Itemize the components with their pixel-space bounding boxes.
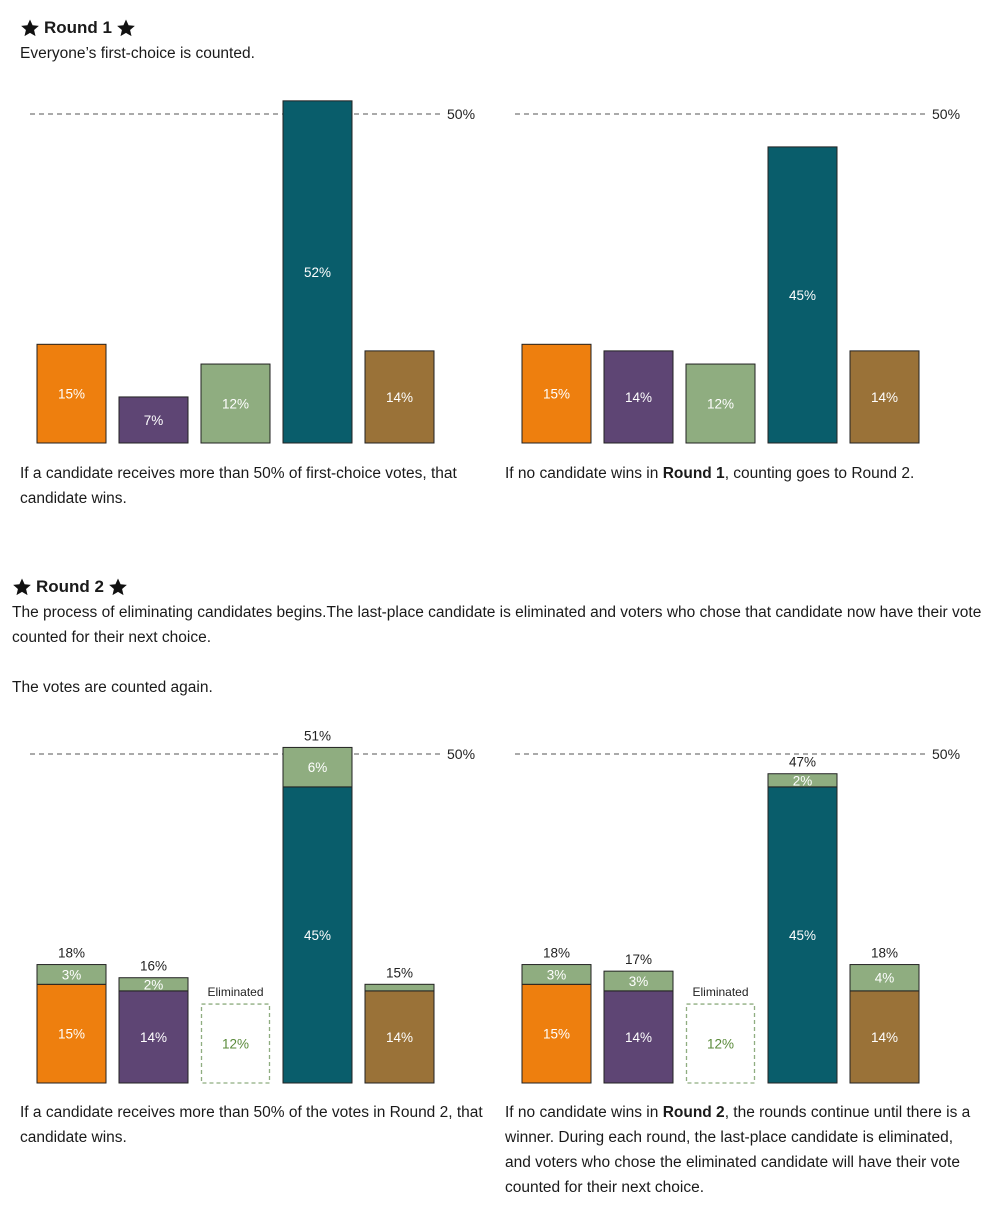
round1-chart-no-majority: 50% 15% 14% 12% 45% 14% [515, 106, 960, 444]
bar-value-label: 14% [386, 390, 413, 405]
round2-title-text: Round 2 [36, 577, 104, 596]
threshold-label: 50% [932, 106, 960, 122]
bar-base-segment [364, 990, 435, 1084]
threshold-label: 50% [447, 746, 475, 762]
bar-value-label: 3% [62, 967, 82, 982]
bar-value-label: 15% [58, 1027, 85, 1042]
round2-caption-right: If no candidate wins in Round 2, the rou… [505, 1104, 971, 1196]
bar-value-label: 3% [629, 974, 649, 989]
bar-value-label: 4% [875, 971, 895, 986]
bar-total-label: 18% [543, 946, 570, 961]
round2-intro: The process of eliminating candidates be… [12, 604, 982, 646]
round1-subtitle: Everyone’s first-choice is counted. [20, 45, 255, 62]
bar-value-label: 14% [625, 1030, 652, 1045]
threshold-label: 50% [447, 106, 475, 122]
round2-caption-left: If a candidate receives more than 50% of… [20, 1104, 483, 1146]
bar-transfer-segment [767, 773, 838, 788]
bar-transfer-segment [849, 964, 920, 992]
bar-value-label: 14% [625, 390, 652, 405]
bar-base-segment [118, 990, 189, 1084]
bar-value-label: 45% [789, 928, 816, 943]
bar-value-label: 14% [871, 1030, 898, 1045]
round1-caption-left: If a candidate receives more than 50% of… [20, 465, 457, 507]
bar-value-label: 12% [707, 1037, 734, 1052]
bar-total-label: 47% [789, 755, 816, 770]
bar-value-label: 14% [140, 1030, 167, 1045]
bar-value-label: 6% [308, 760, 328, 775]
bar-base-segment [364, 350, 435, 444]
bar-value-label: 14% [871, 390, 898, 405]
bar-base-segment [521, 983, 592, 1084]
bar-total-label: 17% [625, 952, 652, 967]
bar-base-segment [685, 363, 756, 444]
bar-base-segment [282, 100, 353, 444]
bar-transfer-segment [36, 964, 107, 985]
eliminated-label: Eliminated [207, 985, 263, 999]
bar-value-label: 15% [543, 387, 570, 402]
bar-base-segment [603, 350, 674, 444]
round2-chart-no-majority: 50% 15% 3% 18% 14% 3% 17% 12% Eliminated 45% 2% 47%… [515, 746, 960, 1084]
star-icon [21, 19, 39, 37]
bar-transfer-segment [364, 983, 435, 992]
round1-title-text: Round 1 [44, 18, 112, 37]
bar-base-segment [200, 363, 271, 444]
round2-title: Round 2 [12, 577, 128, 597]
bar-value-label: 2% [793, 773, 813, 788]
eliminated-label: Eliminated [692, 985, 748, 999]
star-icon [109, 578, 127, 596]
bar-value-label: 2% [144, 977, 164, 992]
star-icon [13, 578, 31, 596]
bar-value-label: 14% [386, 1030, 413, 1045]
eliminated-bar [685, 1003, 756, 1084]
bar-base-segment [849, 350, 920, 444]
bar-value-label: 52% [304, 265, 331, 280]
bar-transfer-segment [521, 964, 592, 985]
bar-base-segment [767, 146, 838, 444]
bar-transfer-segment [282, 746, 353, 788]
bar-value-label: 15% [58, 387, 85, 402]
bar-value-label: 45% [789, 288, 816, 303]
bar-base-segment [36, 983, 107, 1084]
bar-value-label: 12% [222, 397, 249, 412]
bar-base-segment [36, 343, 107, 444]
bar-value-label: 15% [543, 1027, 570, 1042]
bar-total-label: 15% [386, 965, 413, 980]
bar-base-segment [849, 990, 920, 1084]
round1-chart-majority: 50% 15% 7% 12% 52% 14% [30, 100, 475, 444]
bar-total-label: 16% [140, 959, 167, 974]
round1-caption-right: If no candidate wins in Round 1, countin… [505, 465, 915, 482]
bar-transfer-segment [603, 970, 674, 992]
bar-transfer-segment [118, 977, 189, 992]
eliminated-bar [200, 1003, 271, 1084]
round2-chart-majority: 50% 15% 3% 18% 14% 2% 16% 12% Eliminated 45% 6% 51%… [30, 728, 475, 1084]
bar-value-label: 12% [707, 397, 734, 412]
bar-total-label: 18% [58, 946, 85, 961]
bar-base-segment [282, 786, 353, 1084]
bar-base-segment [118, 396, 189, 444]
bar-value-label: 12% [222, 1037, 249, 1052]
round2-intro2: The votes are counted again. [12, 679, 213, 696]
bar-base-segment [521, 343, 592, 444]
bar-total-label: 51% [304, 728, 331, 743]
star-icon [117, 19, 135, 37]
bar-value-label: 3% [547, 967, 567, 982]
bar-base-segment [767, 786, 838, 1084]
bar-value-label: 45% [304, 928, 331, 943]
bar-value-label: 7% [144, 413, 164, 428]
round1-title: Round 1 [20, 18, 136, 38]
bar-total-label: 18% [871, 946, 898, 961]
threshold-label: 50% [932, 746, 960, 762]
bar-base-segment [603, 990, 674, 1084]
